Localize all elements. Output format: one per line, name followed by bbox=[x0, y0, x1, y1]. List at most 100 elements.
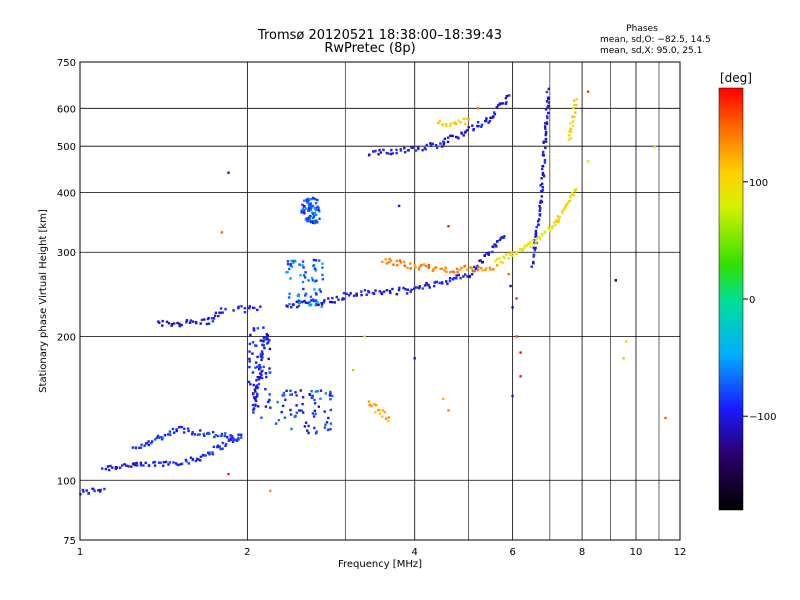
outlier-point bbox=[447, 225, 450, 228]
scatter-point bbox=[298, 263, 301, 266]
scatter-point bbox=[248, 360, 251, 363]
trace-point bbox=[563, 207, 566, 210]
trace-point bbox=[470, 273, 474, 276]
trace-point bbox=[568, 199, 572, 202]
trace-point bbox=[384, 258, 387, 261]
trace-point bbox=[454, 122, 458, 125]
trace-point bbox=[189, 456, 193, 459]
scatter-point bbox=[290, 393, 293, 396]
plot-frame bbox=[79, 61, 681, 541]
scatter-point bbox=[267, 357, 270, 361]
trace-point bbox=[200, 318, 204, 322]
trace-point bbox=[550, 226, 554, 230]
trace-point bbox=[220, 434, 223, 437]
trace-point bbox=[421, 149, 424, 152]
trace-point bbox=[130, 465, 133, 468]
trace-point bbox=[418, 286, 421, 290]
trace-point bbox=[538, 209, 541, 212]
trace-point bbox=[541, 171, 545, 175]
trace-point bbox=[459, 121, 462, 124]
trace-point bbox=[489, 268, 492, 271]
trace-point bbox=[153, 460, 156, 464]
trace-point bbox=[240, 433, 243, 436]
trace-point bbox=[574, 111, 577, 114]
trace-point bbox=[395, 259, 398, 263]
trace-point bbox=[147, 443, 151, 447]
trace-point bbox=[134, 446, 138, 449]
scatter-point bbox=[329, 422, 333, 425]
trace-point bbox=[547, 101, 550, 104]
trace-point bbox=[144, 461, 147, 464]
trace-point bbox=[462, 275, 465, 278]
trace-point bbox=[385, 262, 389, 265]
scatter-point bbox=[308, 393, 312, 396]
trace-point bbox=[534, 241, 538, 244]
trace-point bbox=[432, 284, 436, 288]
scatter-point bbox=[329, 398, 332, 401]
scatter-point bbox=[266, 334, 270, 337]
trace-point bbox=[455, 267, 459, 270]
scatter-point bbox=[316, 301, 319, 304]
trace-point bbox=[254, 398, 257, 401]
scatter-point bbox=[301, 260, 305, 263]
trace-point bbox=[321, 303, 324, 306]
trace-point bbox=[493, 111, 496, 114]
scatter-point bbox=[304, 207, 308, 210]
trace-point bbox=[487, 251, 491, 254]
trace-point bbox=[440, 267, 443, 270]
scatter-point bbox=[298, 300, 302, 303]
scatter-point bbox=[260, 370, 263, 373]
trace-point bbox=[235, 438, 239, 442]
trace-point bbox=[540, 177, 543, 180]
trace-point bbox=[534, 229, 538, 233]
trace-point bbox=[204, 454, 207, 457]
trace-point bbox=[547, 87, 550, 91]
trace-point bbox=[505, 101, 508, 104]
scatter-point bbox=[306, 201, 309, 204]
trace-point bbox=[202, 454, 205, 457]
trace-point bbox=[217, 434, 220, 438]
scatter-point bbox=[321, 278, 325, 281]
trace-point bbox=[489, 116, 492, 119]
scatter-point bbox=[307, 424, 310, 428]
trace-point bbox=[175, 463, 179, 466]
trace-point bbox=[466, 275, 469, 278]
scatter-point bbox=[286, 263, 290, 266]
trace-point bbox=[180, 323, 183, 327]
trace-point bbox=[391, 152, 394, 155]
trace-point bbox=[150, 442, 153, 445]
trace-point bbox=[421, 287, 424, 290]
trace-point bbox=[258, 363, 261, 367]
scatter-point bbox=[313, 402, 317, 405]
trace-point bbox=[484, 268, 487, 272]
trace-point bbox=[370, 405, 373, 408]
trace-point bbox=[573, 189, 576, 192]
trace-point bbox=[162, 461, 166, 464]
scatter-point bbox=[309, 303, 313, 306]
trace-point bbox=[445, 124, 448, 128]
trace-point bbox=[232, 309, 235, 312]
trace-point bbox=[191, 431, 194, 434]
trace-point bbox=[219, 311, 222, 314]
trace-point bbox=[557, 220, 560, 224]
scatter-point bbox=[284, 398, 287, 401]
scatter-point bbox=[317, 405, 320, 408]
trace-point bbox=[539, 207, 542, 210]
scatter-point bbox=[329, 390, 332, 394]
trace-point bbox=[544, 108, 548, 111]
trace-point bbox=[186, 427, 190, 430]
scatter-point bbox=[302, 266, 305, 269]
scatter-point bbox=[289, 389, 292, 392]
trace-point bbox=[348, 294, 351, 297]
trace-point bbox=[224, 308, 227, 311]
trace-point bbox=[454, 135, 458, 139]
trace-point bbox=[573, 103, 576, 107]
scatter-point bbox=[268, 339, 271, 342]
trace-point bbox=[388, 289, 392, 293]
trace-point bbox=[139, 461, 143, 464]
x-axis-label: Frequency [MHz] bbox=[338, 559, 422, 570]
trace-point bbox=[220, 432, 224, 436]
trace-point bbox=[403, 264, 406, 267]
scatter-point bbox=[301, 396, 305, 399]
trace-point bbox=[573, 115, 576, 119]
